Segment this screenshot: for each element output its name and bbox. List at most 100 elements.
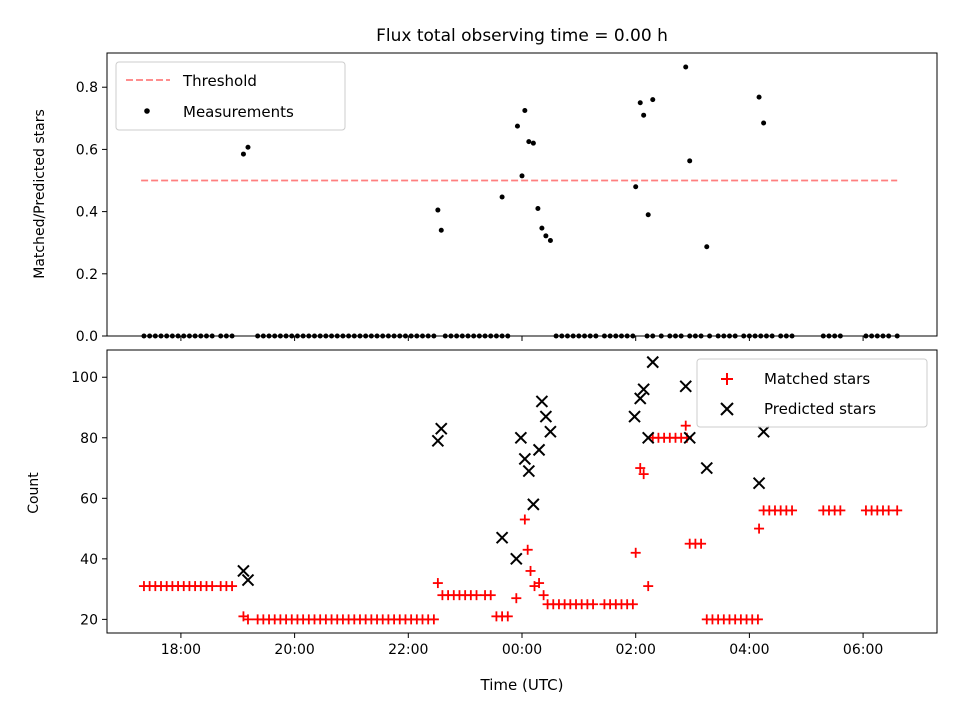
top-y-tick-label: 0.2 [76, 267, 98, 283]
predicted-point [510, 552, 523, 566]
measurement-point [240, 151, 246, 157]
measurement-point [645, 212, 651, 218]
measurement-point [704, 244, 710, 250]
bottom-y-tick-label: 20 [80, 612, 98, 628]
legend-top-box [115, 61, 346, 131]
matched-point [787, 505, 798, 516]
matched-point [534, 578, 545, 589]
matched-point [525, 565, 536, 576]
measurement-point [539, 225, 545, 231]
matched-point [511, 593, 522, 604]
legend-predicted-swatch [720, 402, 734, 416]
measurement-point [756, 94, 762, 100]
measurement-point [641, 112, 647, 118]
predicted-point [535, 395, 549, 408]
x-tick-label: 22:00 [388, 642, 428, 658]
measurement-point [526, 139, 532, 145]
x-tick-label: 02:00 [616, 642, 656, 658]
measurement-point [637, 100, 643, 106]
x-axis-label: Time (UTC) [480, 676, 564, 694]
matched-point [588, 599, 599, 610]
matched-point [207, 581, 218, 592]
measurement-point [761, 120, 767, 126]
matched-point [502, 611, 513, 622]
matched-point [638, 469, 649, 480]
x-tick-label: 04:00 [729, 642, 769, 658]
measurement-point [547, 238, 553, 244]
predicted-point [514, 431, 528, 444]
measurement-point [543, 233, 549, 239]
predicted-point [634, 392, 647, 405]
measurement-point [683, 64, 689, 70]
matched-point [883, 505, 894, 516]
matched-point [522, 544, 533, 555]
measurement-point [522, 108, 528, 114]
predicted-point [683, 431, 696, 444]
predicted-point [637, 383, 650, 396]
predicted-point [752, 476, 766, 490]
measurement-point [514, 123, 520, 129]
matched-point [627, 599, 638, 610]
y-axis-label-top: Matched/Predicted stars [32, 109, 48, 279]
predicted-point [435, 422, 448, 435]
predicted-point [527, 498, 540, 511]
legend-bottom-box [696, 358, 928, 428]
legend-measurements-label: Measurements [183, 103, 294, 121]
predicted-point [539, 410, 553, 423]
matched-point [680, 420, 691, 431]
matched-point [242, 614, 253, 625]
top-axes-ticks: 0.0 0.2 0.4 0.6 0.8 [76, 80, 864, 345]
legend-matched-label: Matched stars [764, 370, 870, 388]
matched-point [754, 523, 765, 534]
matched-point [892, 505, 903, 516]
predicted-point [646, 355, 659, 369]
bottom-plot-area [138, 355, 903, 625]
legend-measurements-swatch [144, 108, 150, 114]
matched-point [696, 538, 707, 549]
matched-point [752, 614, 763, 625]
top-y-tick-label: 0.4 [76, 205, 98, 221]
legend-threshold-label: Threshold [182, 72, 257, 90]
predicted-point [431, 434, 445, 448]
legend-matched-swatch [721, 373, 733, 385]
predicted-point [544, 425, 557, 438]
measurement-point [535, 205, 541, 211]
top-y-tick-label: 0.0 [76, 329, 98, 345]
measurement-point [633, 184, 639, 190]
matched-point [471, 590, 482, 601]
predicted-point [679, 380, 692, 393]
predicted-point [532, 443, 546, 457]
bottom-y-tick-label: 80 [80, 431, 98, 447]
bottom-axes-frame [106, 349, 938, 634]
matched-point [428, 614, 439, 625]
y-axis-label-bottom: Count [26, 472, 42, 514]
x-tick-label: 18:00 [161, 642, 201, 658]
measurement-point [519, 173, 525, 179]
measurement-point [245, 144, 251, 150]
predicted-point [757, 425, 770, 438]
top-panel: Flux total observing time = 0.00 h Match… [32, 26, 938, 345]
legend-bottom: Matched stars Predicted stars [696, 358, 928, 428]
top-y-tick-label: 0.8 [76, 80, 98, 96]
matched-point [485, 590, 496, 601]
predicted-point [241, 573, 255, 587]
predicted-point [522, 464, 536, 478]
measurement-point [530, 140, 536, 146]
bottom-y-tick-label: 40 [80, 552, 98, 568]
predicted-point [237, 564, 250, 578]
x-tick-label: 20:00 [274, 642, 314, 658]
predicted-point [495, 531, 509, 544]
measurement-point [687, 158, 693, 164]
x-tick-label: 00:00 [502, 642, 542, 658]
matched-point [519, 514, 530, 525]
matched-point [227, 581, 238, 592]
chart-title: Flux total observing time = 0.00 h [376, 26, 668, 46]
predicted-point [641, 431, 655, 444]
predicted-point [700, 461, 713, 475]
matched-point [643, 581, 654, 592]
bottom-y-tick-label: 60 [80, 491, 98, 507]
series-predicted-stars [237, 355, 770, 587]
x-tick-label: 06:00 [843, 642, 883, 658]
predicted-point [518, 452, 532, 466]
matched-point [630, 547, 641, 558]
